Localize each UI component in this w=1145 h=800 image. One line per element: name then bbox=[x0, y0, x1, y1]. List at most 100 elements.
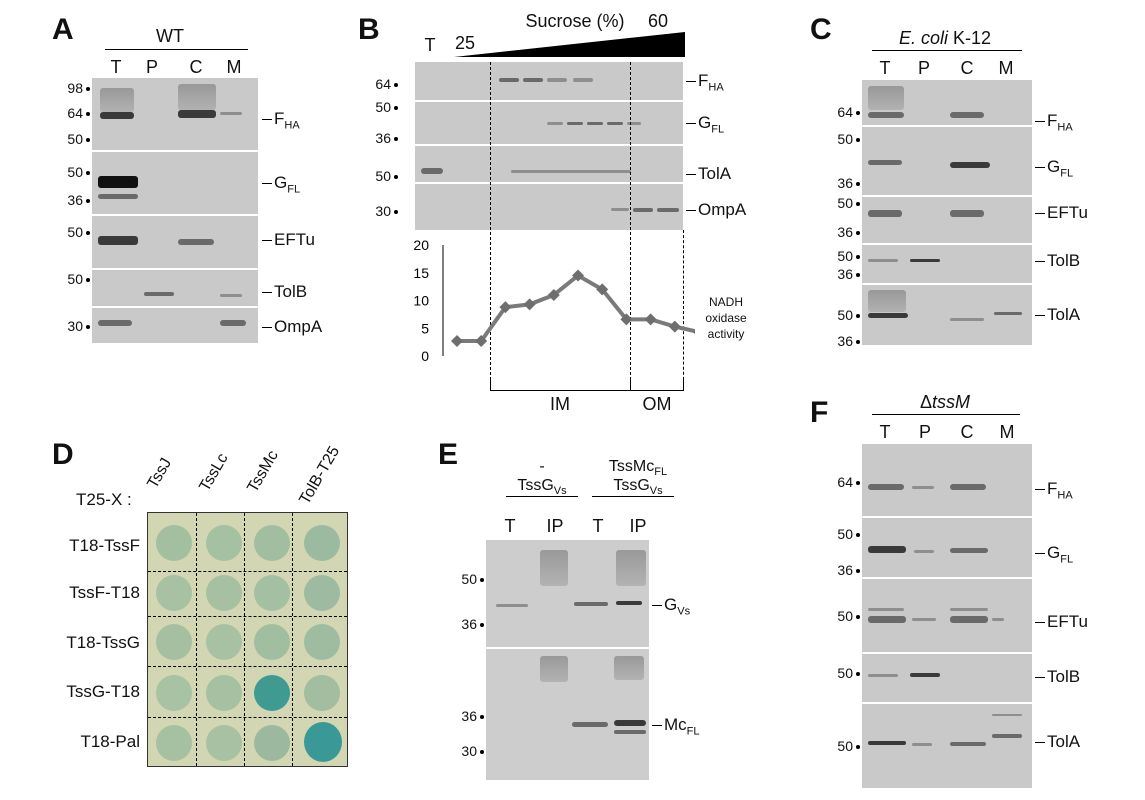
panel-e-lane-t2: T bbox=[592, 516, 604, 536]
panel-c-protein-tolb: TolB bbox=[1035, 252, 1080, 270]
chart-point bbox=[451, 335, 463, 348]
panel-a-mw-98: 98 bbox=[50, 80, 90, 96]
colony-r2-c4 bbox=[304, 575, 340, 611]
panel-f-tola-band-m bbox=[992, 734, 1022, 738]
panel-c-group-rule bbox=[872, 50, 1022, 51]
panel-f-protein-tola: TolA bbox=[1035, 733, 1080, 751]
panel-b-mw-36: 36 bbox=[358, 130, 398, 146]
panel-b-activity-label: NADH oxidase activity bbox=[705, 295, 747, 341]
panel-c-tola-smear-t bbox=[868, 290, 906, 312]
colony-r4-c3-blue bbox=[254, 675, 290, 711]
colony-r5-c4-blue bbox=[304, 722, 342, 762]
panel-f-eftu-band-m bbox=[992, 618, 1004, 621]
panel-e-group2-line2: TssGVs bbox=[613, 477, 663, 498]
panel-c-tola-band-t bbox=[868, 313, 908, 318]
panel-c-gfl-band-t bbox=[868, 160, 902, 165]
colony-r5-c1 bbox=[156, 725, 192, 761]
panel-e-protein-mcfl: McFL bbox=[652, 716, 700, 740]
panel-d-axis-label: T25-X : bbox=[76, 490, 132, 509]
panel-e-lane-ip2: IP bbox=[629, 516, 647, 536]
panel-e-gvs-band-t1 bbox=[496, 604, 528, 607]
panel-f-protein-fha: FHA bbox=[1035, 480, 1073, 504]
panel-a-mw-gfl-36: 36 bbox=[50, 192, 90, 208]
colony-r2-c1 bbox=[156, 575, 192, 611]
panel-f-tola-band-t bbox=[868, 741, 906, 745]
panel-a-mw-gfl-50: 50 bbox=[50, 164, 90, 180]
panel-e-group2-rule bbox=[592, 496, 674, 497]
chart-series-line bbox=[457, 273, 695, 344]
panel-label-b: B bbox=[358, 13, 380, 46]
panel-c-fha-smear-t bbox=[868, 86, 904, 110]
chart-y-tick-label: 20 bbox=[413, 237, 429, 253]
panel-c-protein-fha: FHA bbox=[1035, 112, 1073, 136]
panel-a-lane-m: M bbox=[226, 57, 242, 77]
panel-f-blot bbox=[862, 444, 1032, 788]
panel-b-mw-64: 64 bbox=[358, 76, 398, 92]
colony-r2-c2 bbox=[206, 575, 242, 611]
panel-a-protein-eftu: EFTu bbox=[262, 231, 315, 249]
panel-e-mw-mcfl-30: 30 bbox=[444, 743, 484, 759]
panel-f-protein-gfl: GFL bbox=[1035, 544, 1073, 568]
panel-f-mw-gfl-50: 50 bbox=[820, 526, 860, 542]
panel-e-heavy-chain-1 bbox=[540, 550, 568, 586]
chart-point bbox=[572, 269, 584, 282]
panel-c-mw-gfl-50: 50 bbox=[820, 131, 860, 147]
panel-e-gvs-band-ip2 bbox=[616, 601, 642, 605]
panel-e-gvs-band-t2 bbox=[574, 602, 608, 606]
panel-b-gradient-end: 60 bbox=[647, 11, 669, 31]
chart-point bbox=[644, 313, 657, 326]
panel-d-col-tolb-t25: TolB-T25 bbox=[296, 443, 344, 508]
panel-f-eftu-band-c bbox=[950, 616, 988, 623]
panel-c-tolb-band-t bbox=[868, 259, 898, 262]
panel-e-light-chain-2 bbox=[614, 656, 644, 680]
panel-e-mw-36: 36 bbox=[444, 616, 484, 632]
panel-c-protein-eftu: EFTu bbox=[1035, 204, 1088, 222]
panel-b-fha-band bbox=[547, 78, 567, 82]
chart-point bbox=[596, 283, 609, 296]
panel-a-group-rule bbox=[105, 49, 248, 50]
chart-point bbox=[547, 288, 560, 301]
panel-b-gfl-band bbox=[627, 122, 641, 125]
panel-c-fha-band-t bbox=[868, 112, 904, 118]
panel-c-eftu-band-c bbox=[950, 210, 984, 217]
panel-f-mw-tola-50: 50 bbox=[820, 738, 860, 754]
panel-e-mcfl-band-ip2 bbox=[614, 720, 646, 726]
panel-b-fraction-line-3 bbox=[683, 230, 684, 390]
colony-r2-c3 bbox=[254, 575, 290, 611]
panel-e-group1-line2: TssGVs bbox=[517, 477, 567, 498]
panel-e-mcfl-band-t2 bbox=[572, 722, 608, 727]
panel-b-ompa-band bbox=[657, 208, 679, 212]
panel-a-mw-tolb-50: 50 bbox=[50, 271, 90, 287]
panel-c-tola-band-m bbox=[994, 312, 1022, 315]
panel-f-mw-gfl-36: 36 bbox=[820, 562, 860, 578]
chart-point bbox=[523, 298, 536, 311]
panel-c-mw-tolb-36: 36 bbox=[820, 266, 860, 282]
panel-b-fha-band bbox=[499, 78, 519, 82]
panel-f-fha-band-c bbox=[950, 484, 986, 490]
panel-a-mw-eftu-50: 50 bbox=[50, 224, 90, 240]
chart-y-tick-label: 10 bbox=[413, 293, 429, 309]
panel-a-tolb-band-m bbox=[220, 294, 242, 297]
panel-f-eftu-band-p bbox=[912, 618, 936, 621]
panel-a-eftu-band-t bbox=[98, 236, 138, 245]
colony-r3-c3 bbox=[254, 624, 290, 660]
panel-f-mw-tolb-50: 50 bbox=[820, 665, 860, 681]
panel-a-gfl-band-t2 bbox=[98, 194, 138, 199]
panel-b-gradient-label: Sucrose (%) bbox=[525, 11, 625, 31]
panel-b-protein-ompa: OmpA bbox=[686, 201, 746, 219]
panel-c-lane-m: M bbox=[998, 58, 1014, 78]
panel-b-im-bracket-right bbox=[630, 378, 631, 390]
panel-a-fha-smear-c bbox=[178, 84, 216, 110]
colony-r5-c2 bbox=[206, 725, 242, 761]
panel-f-mw-eftu-50: 50 bbox=[820, 608, 860, 624]
panel-d-row-t18-pal: T18-Pal bbox=[80, 732, 140, 751]
panel-e-mw-50: 50 bbox=[444, 571, 484, 587]
panel-f-lane-p: P bbox=[918, 422, 931, 442]
nadh-activity-chart: 0 5 10 15 20 bbox=[413, 237, 695, 364]
panel-d-row-t18-tssg: T18-TssG bbox=[66, 633, 140, 652]
panel-c-lane-t: T bbox=[879, 58, 891, 78]
panel-a-ompa-band-m bbox=[220, 320, 246, 326]
panel-label-a: A bbox=[52, 13, 74, 46]
panel-b-fha-band bbox=[523, 78, 543, 82]
panel-label-f: F bbox=[810, 396, 829, 429]
